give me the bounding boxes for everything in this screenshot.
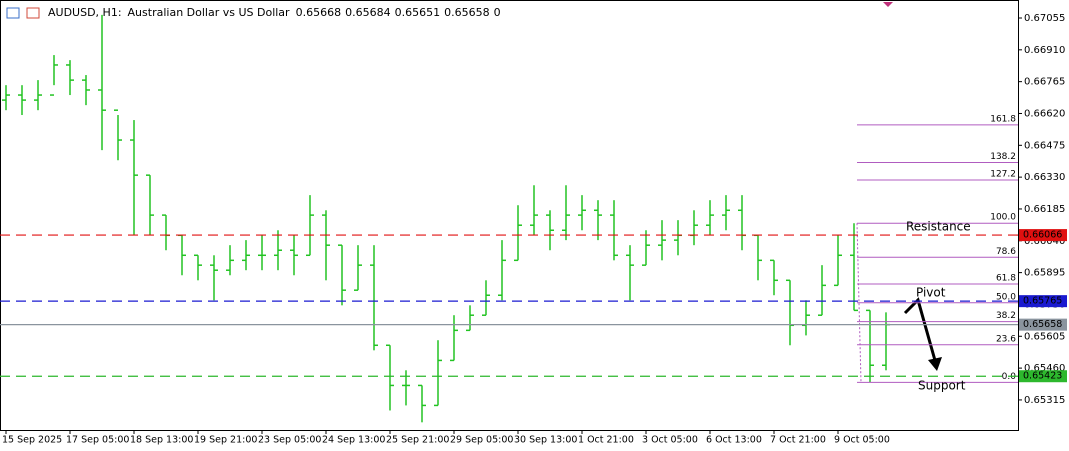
x-tick-label: 23 Sep 05:00 bbox=[258, 435, 321, 446]
x-tick-label: 29 Sep 05:00 bbox=[450, 435, 513, 446]
fib-label: 50.0 bbox=[996, 292, 1016, 302]
y-tick-label: 0.65460 bbox=[1024, 363, 1065, 374]
level-price: 0.65423 bbox=[1023, 371, 1062, 382]
y-tick-label: 0.65605 bbox=[1024, 331, 1065, 342]
shift-marker bbox=[883, 2, 893, 7]
level-price-box bbox=[1019, 295, 1067, 308]
header: AUDUSD, H1: Australian Dollar vs US Dolla… bbox=[48, 6, 501, 19]
level-price: 0.65658 bbox=[1023, 319, 1062, 330]
x-tick-label: 15 Sep 2025 bbox=[2, 435, 62, 446]
fib-label: 138.2 bbox=[990, 152, 1016, 162]
toolbar-icons bbox=[6, 7, 40, 19]
level-name: Pivot bbox=[916, 286, 946, 300]
icon bbox=[6, 7, 20, 19]
level-price-box bbox=[1019, 370, 1067, 383]
level-price: 0.66066 bbox=[1023, 230, 1062, 241]
fib-label: 78.6 bbox=[996, 247, 1016, 257]
x-tick-label: 9 Oct 05:00 bbox=[834, 435, 890, 446]
y-tick-label: 0.66475 bbox=[1024, 140, 1065, 151]
level-price: 0.65765 bbox=[1023, 296, 1062, 307]
x-tick-label: 30 Sep 13:00 bbox=[514, 435, 577, 446]
fib-label: 161.8 bbox=[990, 114, 1016, 124]
info-value: 0.65658 bbox=[444, 6, 490, 19]
x-tick-label: 19 Sep 21:00 bbox=[194, 435, 257, 446]
fib-label: 100.0 bbox=[990, 213, 1016, 223]
level-name: Resistance bbox=[906, 220, 971, 234]
fib-trend bbox=[856, 223, 862, 383]
fib-label: 61.8 bbox=[996, 274, 1016, 284]
icon bbox=[26, 7, 40, 19]
level-price-box bbox=[1019, 318, 1067, 331]
y-tick-label: 0.65895 bbox=[1024, 268, 1065, 279]
info-value: 0.65668 bbox=[296, 6, 342, 19]
y-tick-label: 0.67055 bbox=[1024, 13, 1065, 24]
arrow-head bbox=[928, 357, 942, 371]
level-price-box bbox=[1019, 229, 1067, 242]
fib-label: 127.2 bbox=[990, 169, 1016, 179]
plot-frame bbox=[0, 0, 1019, 431]
fib-label: 38.2 bbox=[996, 311, 1016, 321]
y-tick-label: 0.66185 bbox=[1024, 204, 1065, 215]
y-tick-label: 0.66330 bbox=[1024, 172, 1065, 183]
y-tick-label: 0.66040 bbox=[1024, 236, 1065, 247]
x-tick-label: 1 Oct 21:00 bbox=[578, 435, 634, 446]
fib-label: 23.6 bbox=[996, 334, 1016, 344]
x-tick-label: 25 Sep 21:00 bbox=[386, 435, 449, 446]
y-tick-label: 0.66765 bbox=[1024, 77, 1065, 88]
arrow bbox=[903, 297, 938, 365]
level-name: Support bbox=[918, 379, 966, 393]
y-tick-label: 0.65315 bbox=[1024, 395, 1065, 406]
info-value: 0 bbox=[494, 6, 501, 19]
x-tick-label: 6 Oct 13:00 bbox=[706, 435, 762, 446]
x-tick-label: 24 Sep 13:00 bbox=[322, 435, 385, 446]
info-value: 0.65684 bbox=[345, 6, 391, 19]
symbol: AUDUSD, H1: bbox=[48, 6, 122, 19]
info-value: 0.65651 bbox=[395, 6, 441, 19]
description: Australian Dollar vs US Dollar bbox=[128, 6, 291, 19]
x-tick-label: 17 Sep 05:00 bbox=[66, 435, 129, 446]
fib-label: 0.0 bbox=[1002, 372, 1017, 382]
y-tick-label: 0.66620 bbox=[1024, 108, 1065, 119]
x-tick-label: 18 Sep 13:00 bbox=[130, 435, 193, 446]
y-tick-label: 0.66910 bbox=[1024, 45, 1065, 56]
x-tick-label: 3 Oct 05:00 bbox=[642, 435, 698, 446]
x-tick-label: 7 Oct 21:00 bbox=[770, 435, 826, 446]
